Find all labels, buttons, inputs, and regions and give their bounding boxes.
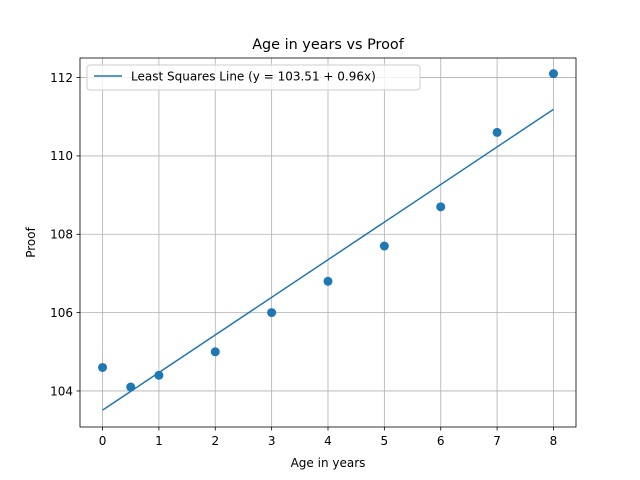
y-axis-label: Proof <box>24 226 38 257</box>
data-point <box>492 127 502 137</box>
x-tick-label: 7 <box>493 434 501 448</box>
x-tick-label: 5 <box>381 434 389 448</box>
y-axis: 104 106 108 110 112 <box>50 71 80 398</box>
y-tick-label: 108 <box>50 228 73 242</box>
data-point <box>154 370 164 380</box>
legend-label: Least Squares Line (y = 103.51 + 0.96x) <box>131 70 376 84</box>
x-tick-label: 8 <box>550 434 558 448</box>
x-tick-label: 6 <box>437 434 445 448</box>
y-tick-label: 104 <box>50 384 73 398</box>
y-tick-label: 106 <box>50 306 73 320</box>
y-tick-label: 110 <box>50 149 73 163</box>
x-axis: 0 1 2 3 4 5 6 7 8 <box>99 427 558 448</box>
data-point <box>210 347 220 357</box>
data-point <box>267 308 277 318</box>
x-tick-label: 4 <box>324 434 332 448</box>
grid <box>80 58 576 427</box>
legend: Least Squares Line (y = 103.51 + 0.96x) <box>86 64 421 91</box>
data-point <box>323 276 333 286</box>
data-point <box>98 362 108 372</box>
x-tick-label: 1 <box>155 434 163 448</box>
data-point <box>436 202 446 212</box>
data-series <box>98 69 558 411</box>
x-axis-label: Age in years <box>291 456 366 470</box>
data-point <box>126 382 136 392</box>
legend-box <box>86 64 421 91</box>
least-squares-line <box>102 108 554 411</box>
chart-title: Age in years vs Proof <box>252 37 404 53</box>
x-tick-label: 3 <box>268 434 276 448</box>
data-point <box>548 69 558 79</box>
data-point <box>379 241 389 251</box>
x-tick-label: 2 <box>211 434 219 448</box>
y-tick-label: 112 <box>50 71 73 85</box>
x-tick-label: 0 <box>99 434 107 448</box>
